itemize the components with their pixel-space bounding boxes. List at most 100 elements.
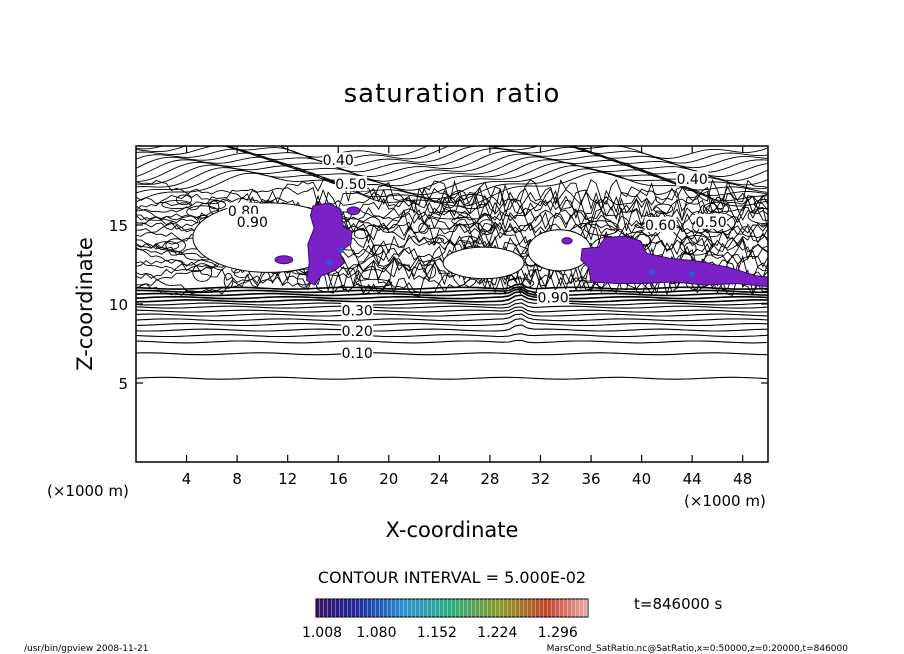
- y-tick-label: 15: [109, 217, 128, 235]
- colorbar-tick-label: 1.080: [356, 625, 396, 641]
- contour-line: [136, 324, 768, 332]
- contour-loop: [430, 237, 445, 244]
- colorbar-tick-label: 1.152: [417, 625, 457, 641]
- contour-line: [136, 159, 768, 191]
- contour-loop: [747, 208, 768, 225]
- contour-line: [136, 286, 768, 294]
- contour-line: [136, 306, 768, 313]
- high-ratio-spot: [337, 247, 344, 254]
- colorbar-stripes: [316, 599, 588, 617]
- contour-line: [136, 298, 768, 306]
- contour-loop: [355, 278, 393, 288]
- contour-line: [136, 283, 768, 290]
- contour-loop: [477, 213, 493, 233]
- x-tick-label: 44: [683, 470, 702, 488]
- contour-line: [136, 294, 768, 303]
- contour-loop: [451, 216, 476, 226]
- contour-loop: [418, 222, 429, 234]
- contour-label: 0.60: [645, 218, 676, 234]
- colorbar-tick-label: 1.224: [477, 625, 517, 641]
- x-tick-label: 28: [480, 470, 499, 488]
- high-ratio-spot: [689, 270, 696, 277]
- contour-line: [136, 178, 768, 208]
- y-tick-label: 10: [109, 296, 128, 314]
- supersaturation-patch: [274, 255, 294, 265]
- contour-loop: [460, 235, 478, 244]
- contour-loop: [679, 235, 713, 256]
- contour-loop: [165, 238, 186, 253]
- contour-label-bg: [644, 217, 677, 232]
- x-unit-right: (×1000 m): [684, 492, 766, 510]
- colorbar-tick-labels: 1.008 1.080 1.152 1.224 1.296: [302, 625, 578, 641]
- high-ratio-spot: [326, 259, 333, 266]
- x-tick-label: 20: [379, 470, 398, 488]
- contour-label: 0.20: [342, 324, 373, 340]
- supersaturation-region: [580, 235, 768, 288]
- contour-label: 0.40: [677, 172, 708, 188]
- supersaturation-patch: [346, 206, 361, 216]
- x-tick-label: 8: [232, 470, 242, 488]
- x-tick-label: 16: [329, 470, 348, 488]
- contour-line: [136, 156, 768, 187]
- x-tick-label: 12: [278, 470, 297, 488]
- x-axis-label: X-coordinate: [386, 518, 519, 542]
- x-tick-label: 40: [632, 470, 651, 488]
- supersaturation-patch: [561, 237, 573, 245]
- contour-line: [136, 168, 768, 203]
- contour-line: [136, 146, 768, 173]
- contour-label: 0.50: [696, 215, 727, 231]
- x-tick-label: 24: [430, 470, 449, 488]
- contour-loop: [223, 273, 234, 289]
- contour-label: 0.50: [335, 177, 366, 193]
- contour-interval: CONTOUR INTERVAL = 5.000E-02: [318, 568, 586, 587]
- contour-label-bg: [341, 302, 374, 318]
- y-axis-ticks: 5 10 15: [109, 217, 768, 393]
- colorbar: [315, 598, 589, 618]
- contour-loop: [442, 197, 457, 209]
- contour-line: [136, 309, 768, 317]
- contour-label-bg: [341, 322, 374, 338]
- footer-left: /usr/bin/gpview 2008-11-21: [24, 644, 148, 654]
- colorbar-tick-label: 1.296: [538, 625, 578, 641]
- x-axis-ticks: 4 8 12 16 20 24 28 32 36 40 44 48: [182, 146, 752, 488]
- contour-line: [136, 146, 768, 159]
- contour-label-bg: [236, 213, 269, 229]
- contour-label: 0.90: [237, 215, 268, 231]
- contour-loop: [478, 219, 496, 235]
- x-tick-label: 4: [182, 470, 192, 488]
- contour-loop: [653, 203, 674, 215]
- contour-loop: [430, 211, 469, 220]
- contour-label-bg: [537, 289, 570, 305]
- contour-loop: [371, 244, 384, 255]
- contour-line: [136, 318, 768, 327]
- supersaturation-region: [306, 202, 353, 286]
- x-tick-label: 36: [581, 470, 600, 488]
- contour-line: [136, 288, 768, 297]
- contour-line: [136, 352, 768, 356]
- chart-title: saturation ratio: [344, 79, 561, 109]
- contour-label: 0.40: [323, 153, 354, 169]
- contour-loop: [155, 241, 180, 251]
- contour-label: 0.10: [342, 346, 373, 362]
- x-tick-label: 48: [733, 470, 752, 488]
- contour-line: [136, 290, 768, 300]
- contour-line: [136, 152, 768, 182]
- colorbar-tick-label: 1.008: [302, 625, 342, 641]
- contour-label-bg: [695, 213, 728, 229]
- contour-loop: [353, 228, 369, 239]
- contour-label-bg: [322, 152, 355, 168]
- high-ratio-spot: [648, 269, 655, 276]
- x-tick-label: 32: [531, 470, 550, 488]
- contour-line: [136, 333, 768, 338]
- contour-loop: [684, 242, 697, 255]
- contour-line: [136, 146, 768, 164]
- y-tick-label: 5: [118, 375, 128, 393]
- contour-line: [136, 185, 768, 208]
- contour-loop: [424, 264, 437, 279]
- contour-loop: [175, 194, 192, 206]
- contour-labels: 0.400.50 0.400.800.90 0.60 0.500.300.200.10…: [227, 152, 728, 362]
- x-unit-left: (×1000 m): [47, 482, 129, 500]
- contour-label: 0.30: [342, 303, 373, 319]
- footer-right: MarsCond_SatRatio.nc@SatRatio,x=0:50000,…: [547, 644, 849, 654]
- contour-line: [136, 302, 768, 309]
